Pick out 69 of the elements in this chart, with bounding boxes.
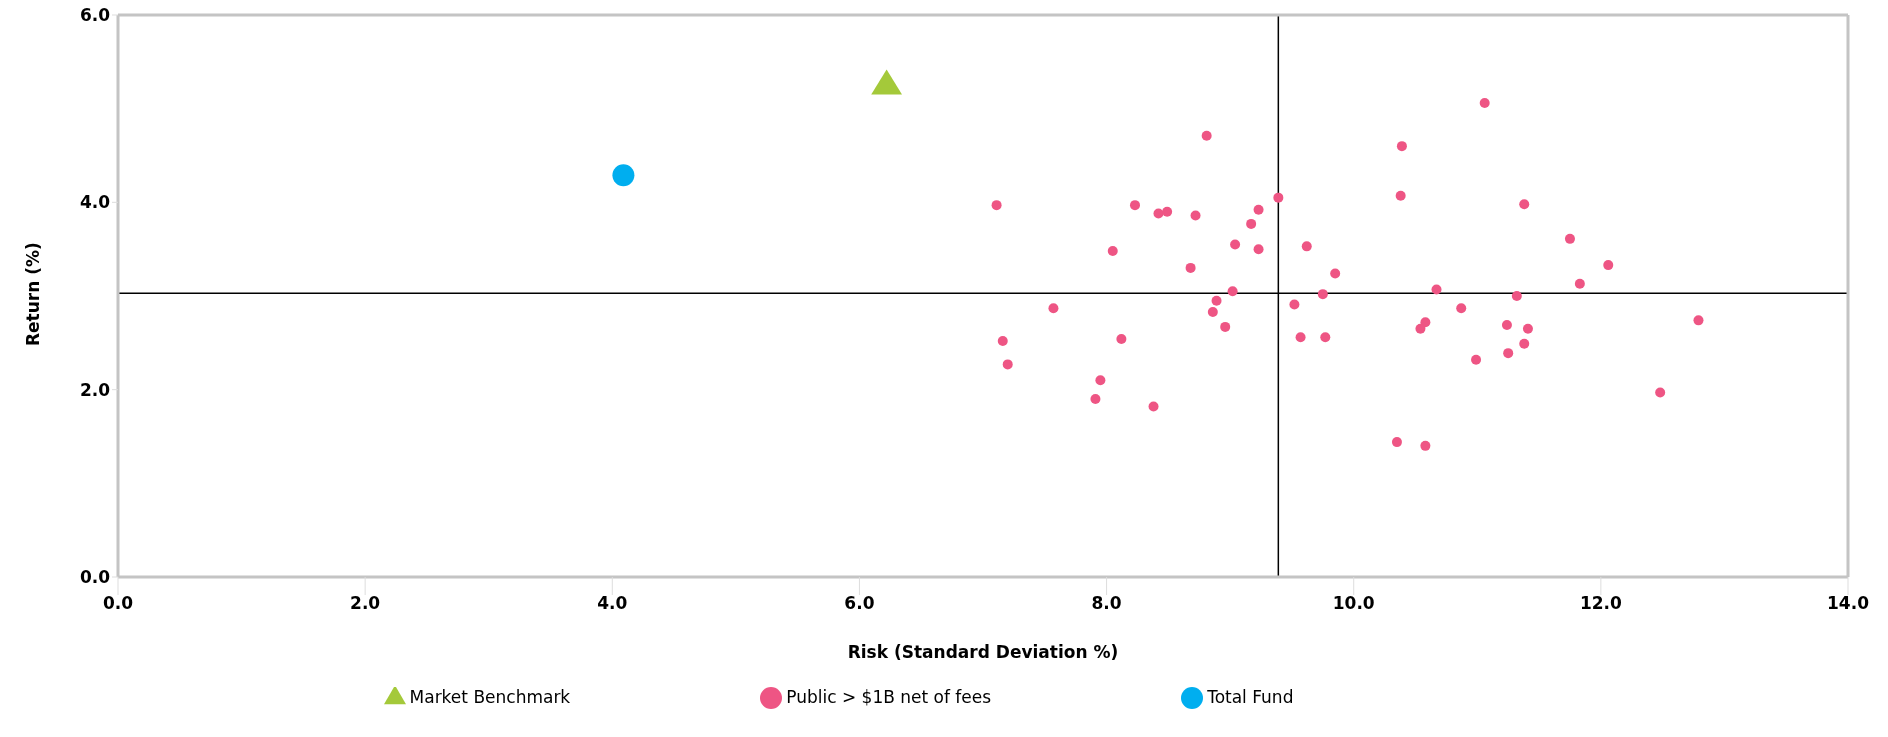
point [1220, 321, 1231, 332]
point [1301, 241, 1312, 252]
x-axis-title: Risk (Standard Deviation %) [847, 642, 1119, 663]
x-tick-label: 4.0 [597, 593, 628, 614]
point [1396, 141, 1407, 152]
y-tick-label: 4.0 [79, 192, 111, 213]
x-tick-label: 10.0 [1332, 593, 1375, 614]
y-tick-label: 2.0 [79, 379, 111, 400]
point [1519, 338, 1530, 349]
point [1253, 244, 1264, 255]
y-axis-title: Return (%) [23, 242, 44, 346]
point [1227, 286, 1238, 297]
point [1655, 387, 1666, 398]
point [1107, 246, 1118, 257]
point [1273, 192, 1284, 203]
point [1116, 334, 1127, 345]
point [1148, 401, 1159, 412]
point [1391, 437, 1402, 448]
point [1574, 278, 1585, 289]
y-tick-label: 0.0 [79, 567, 111, 588]
point [1230, 239, 1241, 250]
point [1246, 218, 1257, 229]
point [1295, 332, 1306, 343]
point [1129, 200, 1140, 211]
point [1330, 268, 1341, 279]
point [1431, 284, 1442, 295]
point [1522, 323, 1533, 334]
point [1471, 354, 1482, 365]
point [1420, 440, 1431, 451]
point [1090, 394, 1101, 405]
point [612, 164, 635, 187]
point [1519, 199, 1530, 210]
legend-label: Public > $1B net of fees [786, 687, 992, 707]
point [1048, 303, 1059, 314]
point [1420, 317, 1431, 328]
x-tick-label: 0.0 [102, 593, 134, 614]
x-tick-label: 8.0 [1091, 593, 1122, 614]
point [1201, 130, 1212, 141]
point [1095, 375, 1106, 386]
legend-label: Total Fund [1207, 687, 1294, 707]
x-tick-label: 2.0 [350, 593, 381, 614]
point [1693, 315, 1704, 326]
legend-label: Market Benchmark [409, 687, 571, 707]
point [1002, 359, 1013, 370]
x-tick-label: 14.0 [1827, 593, 1870, 614]
point [1501, 320, 1512, 331]
point [1564, 233, 1575, 244]
point [1479, 98, 1490, 109]
point [1190, 210, 1201, 221]
point [1162, 206, 1173, 217]
point [1317, 289, 1328, 300]
x-tick-label: 6.0 [844, 593, 875, 614]
x-tick-label: 12.0 [1579, 593, 1622, 614]
point [1211, 295, 1222, 306]
point [1253, 204, 1264, 215]
point [1415, 323, 1426, 334]
point [1320, 332, 1331, 343]
point [997, 335, 1008, 346]
point [1456, 303, 1467, 314]
point [871, 69, 903, 95]
point [1185, 262, 1196, 273]
point [1289, 299, 1300, 310]
point [1395, 190, 1406, 201]
y-tick-label: 6.0 [79, 5, 111, 26]
point [1207, 306, 1218, 317]
point [991, 200, 1002, 211]
point [1503, 348, 1514, 359]
point [1511, 291, 1522, 301]
point [1603, 260, 1614, 271]
